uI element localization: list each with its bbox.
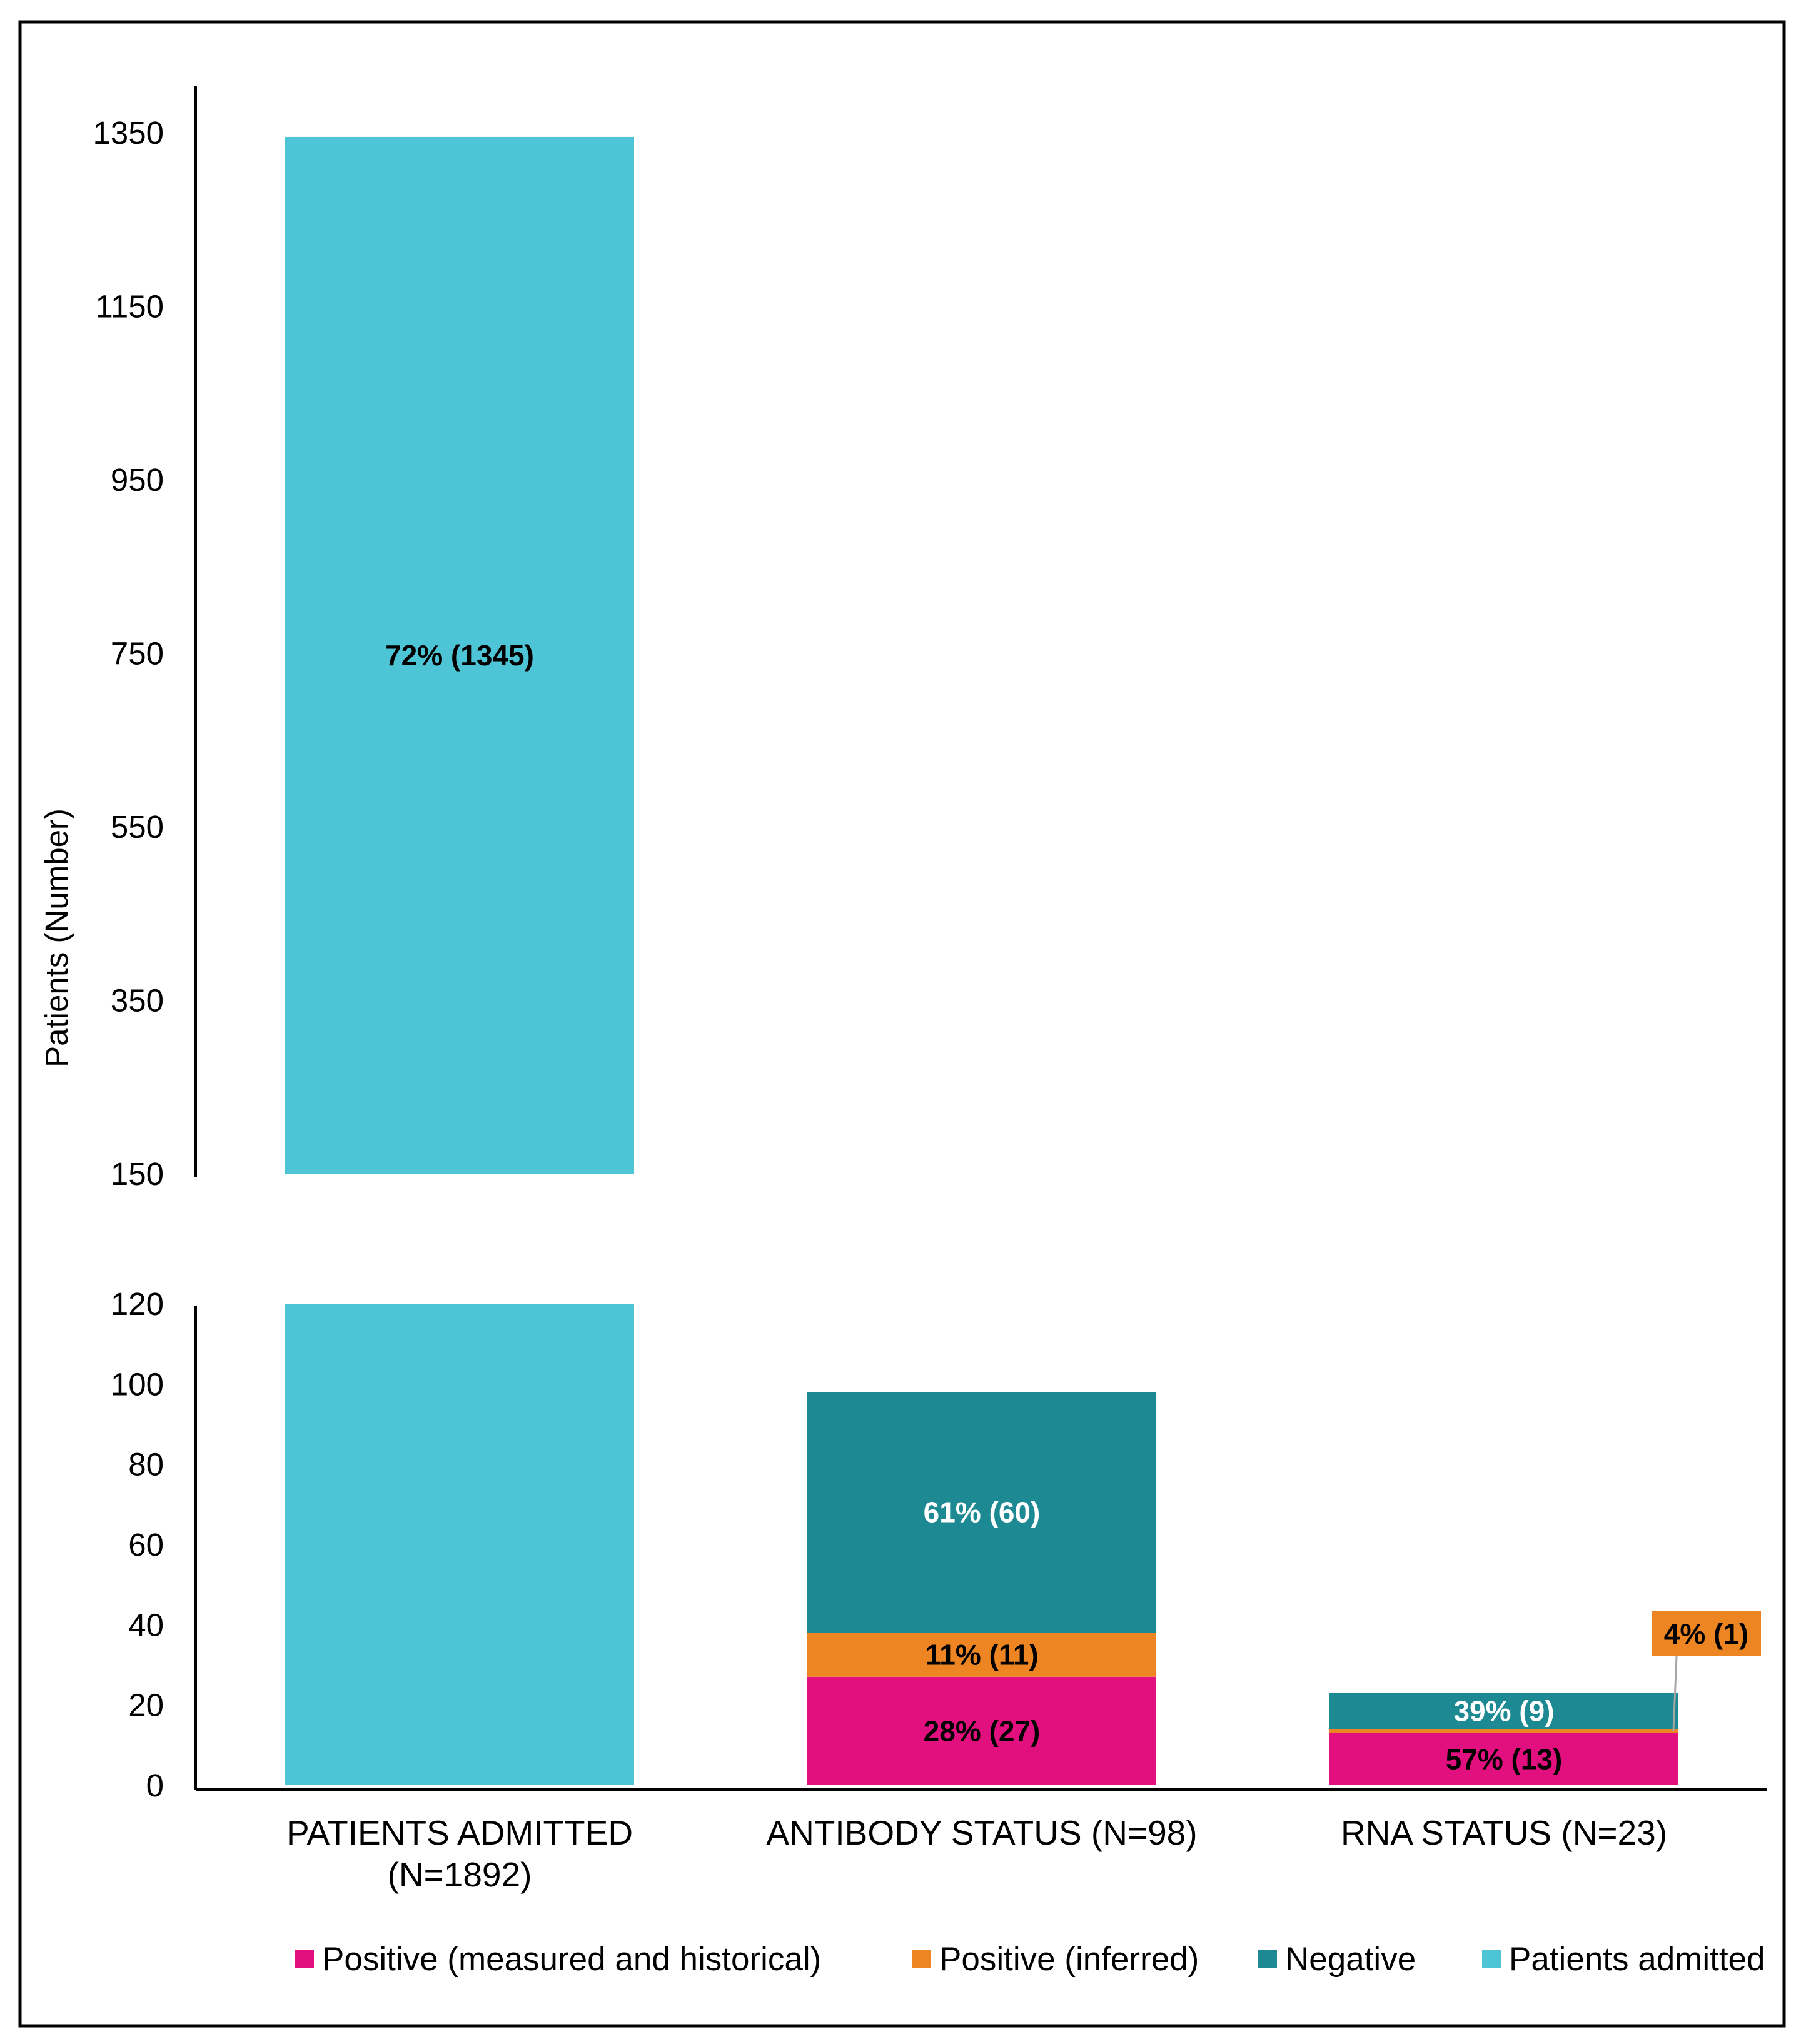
y-tick-label: 20 [128, 1688, 164, 1723]
y-tick-label: 950 [111, 462, 164, 498]
y-tick-label: 120 [111, 1286, 164, 1322]
callout-box [1652, 1611, 1761, 1656]
legend-swatch [1258, 1950, 1277, 1968]
y-tick-label: 550 [111, 809, 164, 845]
data-label: 39% (9) [1453, 1694, 1554, 1727]
x-category-label: RNA STATUS (N=23) [1341, 1813, 1667, 1852]
y-tick-label: 60 [128, 1527, 164, 1563]
bar-segment [1329, 1733, 1678, 1785]
bars-layer [285, 136, 1678, 1785]
bar-segment [1329, 1693, 1678, 1729]
y-tick-label: 150 [111, 1156, 164, 1192]
legend-swatch [912, 1950, 931, 1968]
y-tick-label: 0 [146, 1768, 164, 1803]
legend-label: Positive (measured and historical) [322, 1941, 821, 1978]
bar-segment [807, 1392, 1156, 1633]
y-tick-label: 750 [111, 636, 164, 672]
data-label: 72% (1345) [385, 639, 534, 672]
data-label: 28% (27) [924, 1714, 1041, 1747]
callout-leader [1672, 1656, 1678, 1731]
y-tick-label: 350 [111, 983, 164, 1019]
legend-swatch [295, 1950, 314, 1968]
y-axis-label: Patients (Number) [39, 808, 74, 1067]
bar-segment-upper [285, 136, 634, 1174]
x-categories-layer: PATIENTS ADMITTED (N=1892) ANTIBODY STATUS… [286, 1813, 1667, 1894]
chart-frame [18, 20, 1786, 2028]
data-label: 4% (1) [1664, 1618, 1748, 1650]
y-tick-label: 100 [111, 1366, 164, 1402]
y-ticks-layer: 1350 1150 950 750 550 350 150 120 100 80 60 40 20 0 [93, 115, 164, 1803]
x-category-label: ANTIBODY STATUS (N=98) [766, 1813, 1197, 1852]
data-labels-layer: 72% (1345) 28% (27) 11% (11) 61% (60) 57% (1… [385, 639, 1761, 1775]
legend-label: Patients admitted [1509, 1941, 1765, 1978]
legend: Positive (measured and historical) Positi… [295, 1941, 1765, 1978]
bar-segment [285, 1304, 634, 1785]
bar-segment [1329, 1729, 1678, 1733]
legend-swatch [1482, 1950, 1501, 1968]
data-label: 57% (13) [1446, 1743, 1563, 1775]
data-label: 11% (11) [925, 1638, 1039, 1671]
y-tick-label: 40 [128, 1607, 164, 1643]
legend-label: Positive (inferred) [939, 1941, 1199, 1978]
y-tick-label: 1150 [95, 289, 164, 325]
data-label: 61% (60) [924, 1496, 1041, 1529]
bar-segment [807, 1676, 1156, 1785]
y-tick-label: 1350 [93, 115, 164, 151]
x-category-label: PATIENTS ADMITTED (N=1892) [286, 1813, 633, 1894]
y-tick-label: 80 [128, 1447, 164, 1483]
legend-label: Negative [1285, 1941, 1416, 1978]
bar-segment [807, 1633, 1156, 1677]
